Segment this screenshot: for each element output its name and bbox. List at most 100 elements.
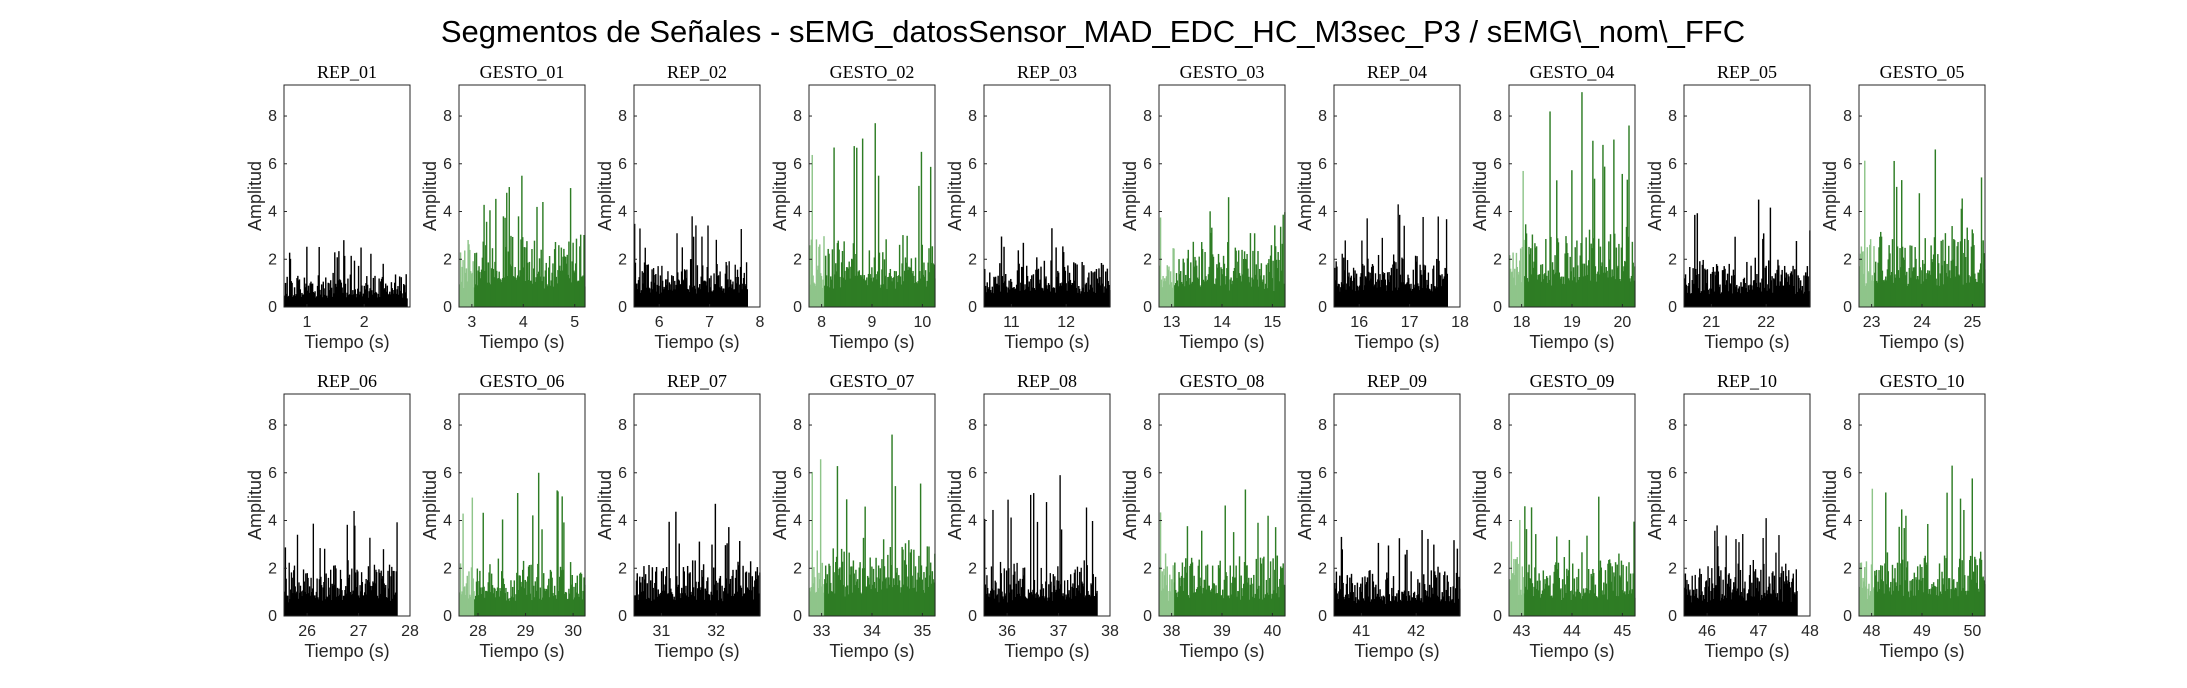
signal-bar — [1013, 287, 1015, 307]
signal-bar — [1420, 270, 1422, 307]
signal-bar — [527, 576, 529, 616]
signal-bar — [1871, 488, 1874, 616]
signal-bar — [1091, 584, 1093, 616]
signal-bar — [460, 594, 463, 616]
signal-bar — [637, 280, 640, 307]
signal-bar — [656, 284, 659, 307]
signal-bar — [316, 285, 319, 307]
y-tick-label: 4 — [968, 204, 977, 221]
signal-bar — [1209, 211, 1211, 307]
signal-bar — [1383, 274, 1385, 307]
signal-bar — [1520, 594, 1523, 616]
signal-bar — [398, 276, 401, 307]
signal-bar — [1630, 275, 1633, 307]
signal-bar — [299, 592, 301, 616]
signal-bar — [1264, 283, 1267, 307]
signal-bar — [1068, 272, 1071, 307]
signal-bar — [1096, 278, 1098, 307]
signal-bar — [1529, 578, 1531, 616]
signal-bar — [1203, 281, 1205, 307]
signal-bar — [890, 565, 892, 616]
signal-bar — [1937, 595, 1940, 616]
signal-bar — [671, 275, 673, 307]
signal-bar — [832, 548, 834, 616]
signal-bar — [1201, 530, 1203, 616]
signal-bar — [893, 270, 896, 307]
signal-bar — [1266, 288, 1268, 307]
signal-bar — [1778, 285, 1781, 307]
signal-bar — [1559, 589, 1561, 616]
signal-bar — [709, 600, 712, 616]
signal-bar — [714, 284, 716, 307]
signal-bar — [1350, 275, 1352, 307]
signal-bar — [476, 568, 479, 616]
y-tick-label: 8 — [1493, 417, 1502, 434]
signal-bar — [1103, 292, 1105, 307]
signal-bar — [988, 287, 990, 307]
signal-bar — [1412, 597, 1414, 616]
signal-bar — [1740, 591, 1742, 616]
signal-bar — [1512, 573, 1514, 616]
signal-bar — [1024, 596, 1027, 616]
signal-bar — [1066, 596, 1068, 616]
signal-bar — [1902, 595, 1905, 616]
signal-bar — [645, 264, 647, 307]
signal-bar — [371, 585, 373, 616]
signal-bar — [660, 571, 663, 616]
signal-bar — [1545, 576, 1548, 616]
signal-bar — [687, 289, 690, 307]
signal-bar — [508, 187, 510, 307]
signal-bar — [726, 265, 728, 307]
signal-bar — [993, 590, 995, 616]
x-tick-label: 38 — [1101, 623, 1119, 640]
signal-bar — [393, 570, 395, 616]
signal-bar — [1065, 283, 1067, 307]
signal-bar — [670, 592, 673, 616]
signal-bar — [738, 565, 740, 616]
signal-bar — [1897, 590, 1900, 616]
y-tick-label: 4 — [618, 204, 627, 221]
signal-bar — [1521, 246, 1524, 307]
signal-bar — [1423, 584, 1426, 616]
signal-bar — [746, 587, 748, 616]
signal-bar — [507, 251, 510, 307]
signal-bar — [290, 281, 292, 307]
signal-bar — [1234, 247, 1237, 307]
signal-bar — [987, 587, 989, 616]
signal-bar — [1610, 277, 1613, 307]
signal-bar — [475, 581, 478, 616]
signal-bar — [1982, 576, 1984, 616]
signal-bar — [1002, 282, 1004, 307]
signal-bar — [1205, 276, 1207, 307]
signal-bar — [1438, 596, 1440, 616]
signal-bar — [1089, 596, 1091, 616]
signal-bar — [861, 276, 863, 307]
signal-bar — [1535, 588, 1538, 616]
signal-bar — [1943, 260, 1946, 307]
subplot-title: REP_05 — [1717, 62, 1777, 82]
x-tick-label: 30 — [564, 623, 582, 640]
signal-bar — [328, 594, 330, 616]
signal-bar — [1264, 594, 1267, 616]
signal-bar — [1090, 271, 1093, 307]
signal-bar — [1022, 567, 1024, 616]
signal-bar — [1863, 273, 1865, 307]
signal-bar — [357, 288, 359, 307]
signal-bar — [1381, 600, 1384, 616]
signal-bar — [1447, 581, 1449, 616]
signal-bar — [384, 587, 386, 616]
signal-bar — [1060, 584, 1062, 616]
signal-bar — [697, 287, 699, 307]
signal-bar — [1704, 587, 1706, 616]
signal-bar — [642, 283, 644, 307]
signal-bar — [1195, 265, 1198, 307]
signal-bar — [1577, 589, 1579, 616]
signal-bar — [1729, 283, 1731, 307]
signal-bar — [1918, 579, 1921, 616]
signal-bar — [852, 560, 855, 616]
signal-bar — [1945, 558, 1947, 616]
signal-bar — [841, 251, 844, 307]
signal-bar — [895, 572, 897, 616]
signal-bar — [743, 593, 745, 616]
